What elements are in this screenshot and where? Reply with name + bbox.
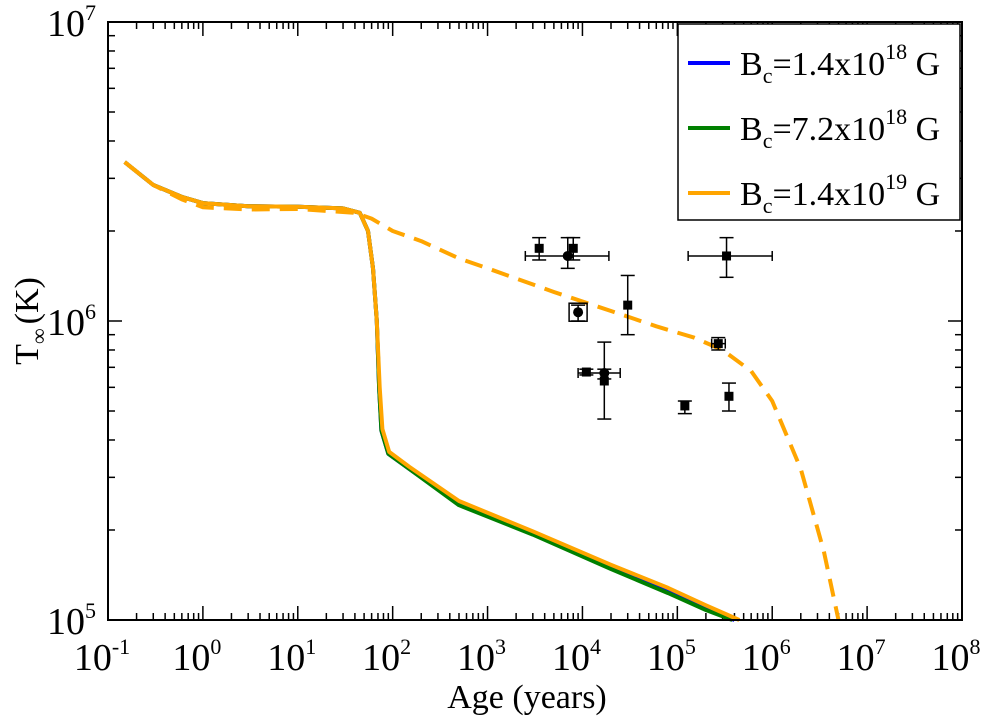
y-axis-title-sub: ∞ [26, 328, 51, 344]
x-tick-label: 106 [742, 634, 791, 679]
square-marker [568, 243, 578, 253]
y-axis-title: T∞ (K) [9, 277, 51, 365]
y-tick-label: 107 [47, 0, 96, 45]
square-marker [680, 401, 690, 411]
observation-point [721, 382, 736, 412]
x-tick-label: 108 [932, 634, 981, 679]
square-marker [713, 339, 723, 349]
observation-point [687, 236, 773, 279]
square-marker [623, 300, 633, 310]
x-tick-labels: 10-1 100 101 102 103 104 105 106 107 108 [74, 634, 981, 679]
y-tick-labels: 105 106 107 [47, 0, 96, 643]
circle-marker [562, 250, 573, 261]
svg-text:T∞(K): T∞ (K) [9, 277, 51, 365]
square-marker [722, 251, 732, 261]
x-tick-label: 105 [647, 634, 696, 679]
x-tick-label: 100 [172, 634, 221, 679]
legend-box [677, 23, 961, 221]
legend-label-2: Bc=1.4x1019 G [740, 169, 940, 218]
x-tick-label: 107 [837, 634, 886, 679]
x-tick-label: 103 [457, 634, 506, 679]
series-line-2 [123, 160, 741, 622]
y-tick-label: 106 [47, 299, 96, 344]
plot-frame [107, 21, 963, 621]
legend-label-1: Bc=7.2x1018 G [740, 104, 940, 153]
observation-point [597, 368, 612, 420]
observation-point [524, 236, 610, 270]
observations-layer [524, 236, 773, 420]
observation-point [710, 336, 727, 351]
x-tick-label: 10-1 [74, 634, 130, 679]
legend-label-0: Bc=1.4x1018 G [740, 39, 940, 88]
square-marker [599, 376, 609, 386]
series-line-3 [123, 160, 841, 621]
square-marker [724, 391, 734, 401]
y-axis-title-main: T [9, 344, 46, 365]
y-axis-title-unit: (K) [9, 277, 46, 324]
observation-point [568, 302, 588, 322]
observation-point [620, 274, 635, 336]
x-tick-label: 104 [552, 634, 601, 679]
y-tick-label: 105 [47, 598, 96, 643]
square-marker [534, 243, 544, 253]
box-marker [568, 302, 588, 322]
legend: Bc=1.4x1018 G Bc=7.2x1018 G Bc=1.4x1019 G [677, 23, 961, 221]
series-layer [123, 160, 841, 622]
circle-marker [573, 307, 584, 318]
x-axis-title: Age (years) [447, 679, 607, 716]
observation-point [579, 367, 594, 377]
square-marker [581, 367, 591, 377]
x-tick-label: 102 [362, 634, 411, 679]
x-tick-label: 101 [267, 634, 316, 679]
observation-point [677, 400, 692, 415]
